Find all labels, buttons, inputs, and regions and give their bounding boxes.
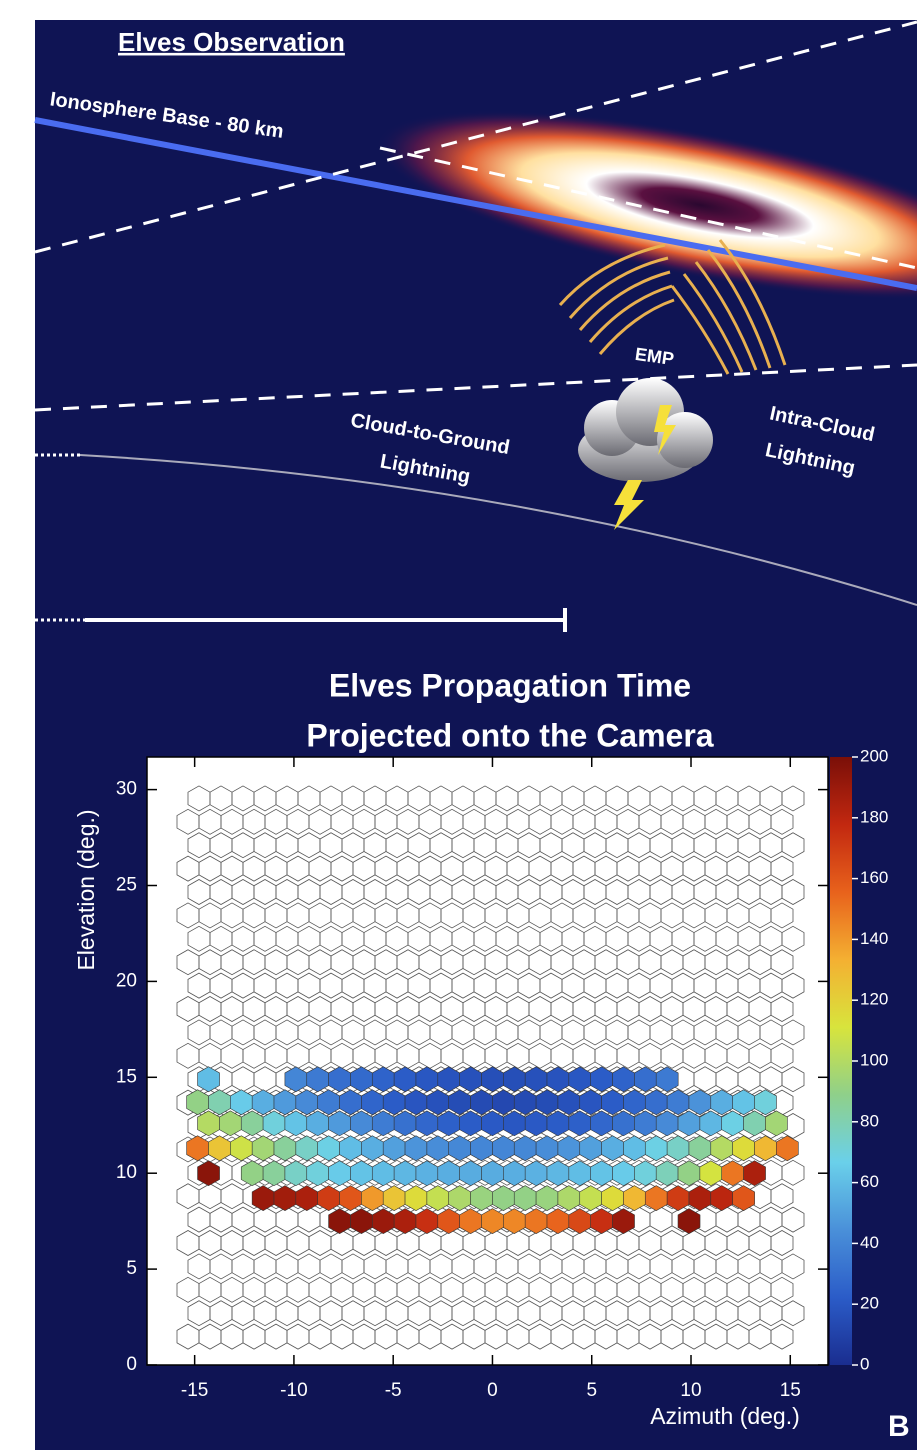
colorbar-tick-label: 200 xyxy=(860,746,888,765)
x-tick-label: -15 xyxy=(181,1380,208,1401)
y-tick-label: 10 xyxy=(116,1162,137,1183)
colorbar-tick-label: 120 xyxy=(860,990,888,1009)
page: Elves Observation Ionosphere Base - 80 k… xyxy=(0,0,917,1450)
colorbar-tick-label: 60 xyxy=(860,1172,879,1191)
colorbar xyxy=(830,757,852,1365)
colorbar-tick-label: 0 xyxy=(860,1354,869,1373)
colorbar-tick-label: 140 xyxy=(860,929,888,948)
figure: Elves Observation Ionosphere Base - 80 k… xyxy=(0,0,917,1450)
y-tick-label: 25 xyxy=(116,875,137,896)
colorbar-tick-label: 80 xyxy=(860,1111,879,1130)
colorbar-tick-label: 160 xyxy=(860,868,888,887)
x-axis-label: Azimuth (deg.) xyxy=(650,1403,800,1429)
colorbar-tick-label: 40 xyxy=(860,1233,879,1252)
y-tick-label: 5 xyxy=(126,1258,137,1279)
colorbar-tick-label: 20 xyxy=(860,1294,879,1313)
y-tick-label: 20 xyxy=(116,970,137,991)
y-tick-label: 30 xyxy=(116,779,137,800)
y-tick-label: 15 xyxy=(116,1066,137,1087)
y-axis-label: Elevation (deg.) xyxy=(73,809,99,970)
diagram-heading: Elves Observation xyxy=(118,27,345,57)
chart-title: Projected onto the Camera xyxy=(306,717,713,753)
colorbar-tick-label: 180 xyxy=(860,807,888,826)
panel-label: B xyxy=(888,1410,910,1443)
plot-area xyxy=(147,757,828,1365)
x-tick-label: -5 xyxy=(385,1380,402,1401)
x-tick-label: -10 xyxy=(280,1380,307,1401)
y-tick-label: 0 xyxy=(126,1354,137,1375)
colorbar-tick-label: 100 xyxy=(860,1050,888,1069)
x-tick-label: 10 xyxy=(680,1380,701,1401)
x-tick-label: 5 xyxy=(586,1380,597,1401)
x-tick-label: 15 xyxy=(780,1380,801,1401)
x-tick-label: 0 xyxy=(487,1380,498,1401)
chart-title: Elves Propagation Time xyxy=(329,667,691,703)
